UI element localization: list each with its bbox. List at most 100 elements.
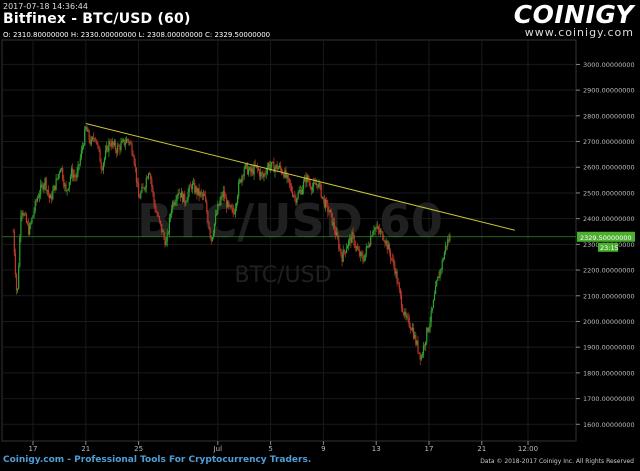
candle-body	[166, 233, 168, 242]
candle-body	[24, 214, 26, 215]
candle-body	[442, 259, 444, 261]
candle-body	[86, 126, 88, 132]
candle-body	[393, 258, 395, 266]
last-price-label-bg	[577, 231, 635, 242]
candle-body	[347, 245, 349, 249]
y-tick-label: 2800.00000000	[583, 112, 635, 120]
candle-body	[194, 182, 196, 193]
candle-body	[399, 289, 401, 296]
candle-body	[87, 130, 89, 132]
candle-body	[59, 169, 62, 173]
candle-body	[52, 190, 54, 200]
candle-body	[48, 194, 51, 199]
candle-body	[427, 327, 429, 332]
candle-body	[409, 326, 411, 329]
candle-body	[446, 245, 448, 247]
candle-body	[420, 356, 422, 360]
candle-body	[18, 266, 20, 289]
candle-body	[81, 146, 84, 150]
candle-body	[65, 184, 67, 191]
candle-body	[33, 211, 35, 216]
candle-body	[199, 191, 201, 196]
candle-body	[26, 222, 29, 224]
candle-body	[58, 172, 60, 175]
candle-body	[284, 170, 286, 178]
candle-body	[312, 182, 315, 188]
candle-body	[251, 168, 253, 173]
candle-body	[361, 252, 363, 256]
candle-body	[429, 322, 431, 328]
candle-body	[32, 215, 34, 218]
candle-body	[76, 172, 78, 178]
candle-body	[19, 236, 21, 267]
candle-body	[45, 178, 47, 191]
candle-body	[54, 185, 56, 190]
candle-body	[99, 149, 101, 163]
candle-body	[300, 190, 302, 195]
candle-body	[123, 139, 125, 146]
candle-body	[185, 202, 187, 204]
candle-body	[125, 139, 128, 144]
candle-body	[74, 174, 76, 177]
candle-body	[259, 170, 261, 177]
candle-body	[293, 195, 295, 197]
candle-body	[425, 341, 427, 347]
candle-body	[44, 178, 46, 186]
y-tick-label: 2000.00000000	[583, 318, 635, 326]
candle-body	[37, 197, 40, 199]
x-tick-label: 5	[268, 445, 272, 453]
candle-body	[40, 184, 42, 195]
candle-body	[209, 228, 211, 236]
candle-body	[14, 253, 16, 275]
candle-body	[396, 271, 398, 284]
candle-body	[131, 144, 133, 154]
candle-body	[92, 137, 95, 139]
candle-body	[443, 252, 445, 260]
candle-body	[350, 237, 352, 243]
candle-body	[250, 167, 252, 173]
candle-body	[132, 153, 134, 157]
candle-body	[155, 210, 157, 213]
candle-body	[352, 232, 354, 235]
candle-body	[416, 340, 418, 345]
footer-tagline-link[interactable]: Coinigy.com - Professional Tools For Cry…	[3, 455, 312, 465]
candle-body	[129, 142, 131, 144]
candle-body	[404, 311, 406, 316]
candle-body	[388, 244, 390, 253]
candle-body	[61, 168, 63, 170]
x-tick-label: 21	[477, 445, 486, 453]
footer-copyright: Data © 2018-2017 Coinigy Inc. All Rights…	[480, 458, 634, 465]
candle-body	[240, 179, 242, 183]
candle-body	[120, 142, 122, 151]
candle-body	[262, 174, 264, 177]
last-price-label: 2329.50000000	[580, 234, 632, 242]
candle-body	[311, 187, 313, 191]
ohlc-readout: O: 2310.80000000 H: 2330.00000000 L: 230…	[3, 31, 271, 39]
candle-body	[422, 345, 425, 355]
candle-body	[109, 141, 111, 145]
candle-body	[198, 188, 200, 196]
candle-body	[146, 178, 148, 179]
candle-body	[246, 164, 249, 175]
plot-area	[1, 39, 577, 442]
candle-body	[431, 307, 433, 311]
candle-body	[227, 201, 229, 208]
coinigy-logo[interactable]: COINIGY www.coinigy.com	[514, 2, 634, 40]
candle-body	[35, 200, 37, 202]
candle-body	[272, 162, 274, 163]
candle-body	[39, 194, 41, 198]
candle-body	[273, 162, 275, 173]
candle-body	[89, 139, 91, 145]
candle-body	[13, 231, 15, 254]
candle-body	[160, 220, 162, 224]
candle-body	[169, 214, 172, 218]
candle-body	[303, 181, 305, 190]
candle-body	[184, 193, 186, 204]
candle-body	[68, 182, 70, 189]
candle-body	[83, 145, 85, 147]
candle-body	[266, 167, 268, 174]
candle-body	[220, 195, 222, 201]
candle-body	[394, 265, 396, 274]
candle-body	[96, 139, 98, 145]
